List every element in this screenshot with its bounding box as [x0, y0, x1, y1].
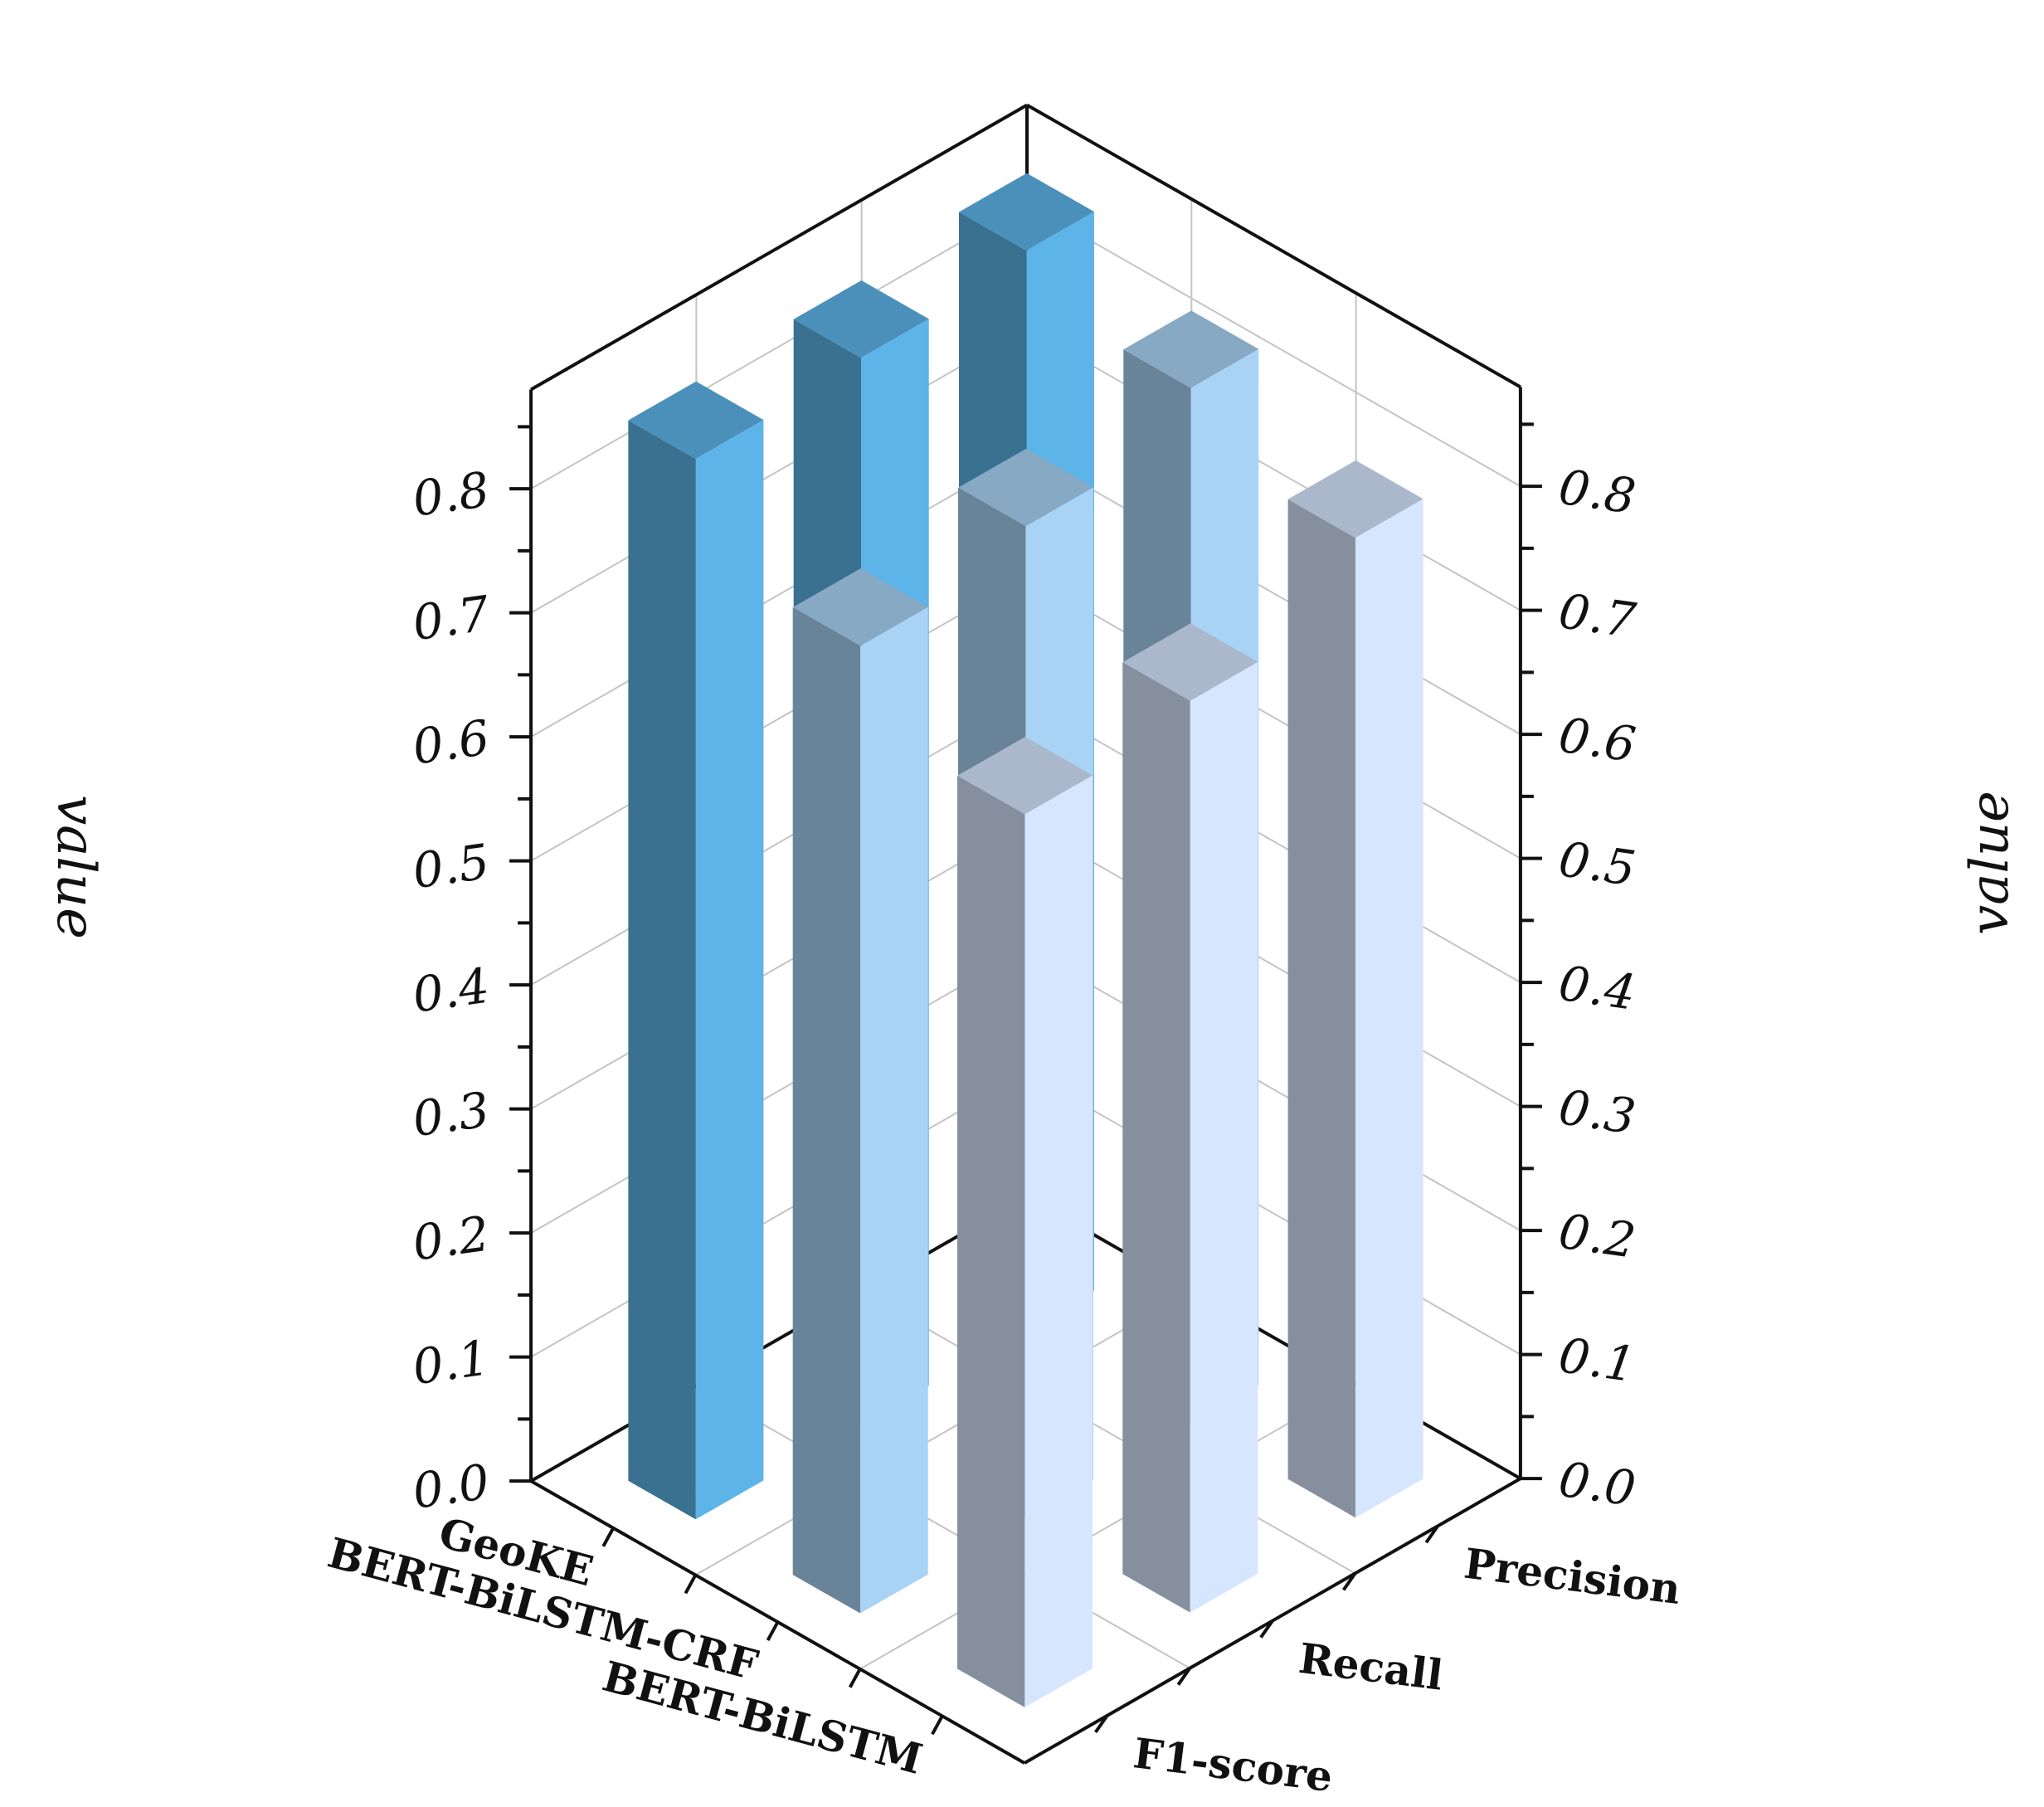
gridline-back-right-wall: [1026, 327, 1521, 611]
value-tick-label-left: 0.6: [409, 709, 493, 776]
category-tick: [684, 1574, 698, 1595]
value-tick-label-right: 0.7: [1555, 582, 1639, 649]
gridline-back-right-wall: [1026, 203, 1521, 487]
gridline-back-right-wall: [1026, 451, 1521, 735]
value-tick-label-right: 0.5: [1555, 830, 1639, 897]
top-edge: [530, 103, 1028, 392]
floor-back-edge: [1026, 1195, 1521, 1480]
gridline-floor: [859, 1383, 1357, 1670]
bar-bert-bilstm-f1-score-left-face: [1024, 775, 1093, 1707]
value-tick-label-right: 0.0: [1555, 1451, 1639, 1517]
bar-geoke-precision-top-face: [958, 173, 1095, 251]
gridline-back-right-wall: [1026, 947, 1521, 1231]
metric-tick: [1341, 1572, 1357, 1591]
value-tick-label-left: 0.4: [409, 957, 493, 1024]
metric-label: Recall: [1296, 1634, 1445, 1700]
category-tick: [931, 1715, 944, 1736]
value-tick-label-left: 0.8: [409, 461, 493, 528]
gridline-back-left-wall: [530, 203, 1028, 489]
value-tick-label-right: 0.8: [1555, 459, 1639, 525]
value-tick-label-left: 0.5: [409, 833, 493, 899]
metric-tick: [1094, 1714, 1109, 1733]
value-tick-label-right: 0.2: [1555, 1203, 1639, 1269]
gridline-back-right-wall: [1026, 1071, 1521, 1356]
metric-tick: [1259, 1619, 1274, 1639]
bar-geoke-recall-top-face: [793, 280, 929, 358]
gridline-back-left-wall: [530, 823, 1028, 1110]
bar-bert-bilstm-precision-left-face: [1355, 499, 1424, 1518]
bar-bert-bilstm-crf-f1-score-right-face: [792, 607, 860, 1614]
category-tick: [766, 1621, 780, 1642]
floor-back-edge: [530, 1195, 1028, 1483]
value-tick-label-left: 0.2: [409, 1205, 493, 1272]
bar-bert-bilstm-crf-precision-top-face: [1123, 310, 1259, 388]
gridline-back-left-wall: [530, 699, 1028, 986]
bar-bert-bilstm-recall-top-face: [1122, 623, 1258, 701]
gridline-back-left-wall: [530, 451, 1028, 738]
bar-geoke-f1-score-right-face: [628, 420, 696, 1520]
value-axis-title-right: value: [1959, 791, 2021, 935]
value-tick-label-left: 0.0: [409, 1454, 493, 1520]
bar-bert-bilstm-f1-score-top-face: [956, 737, 1093, 815]
metric-label: F1-score: [1131, 1728, 1336, 1801]
value-tick-label-left: 0.7: [409, 585, 493, 651]
gridline-back-right-wall: [1026, 823, 1521, 1108]
gridline-back-right-wall: [1026, 699, 1521, 983]
bars-layer: [628, 173, 1424, 1707]
bar-bert-bilstm-crf-f1-score-left-face: [859, 606, 928, 1614]
category-tick: [848, 1668, 862, 1688]
bar-bert-bilstm-f1-score-right-face: [956, 776, 1025, 1707]
bar-geoke-f1-score-top-face: [628, 381, 764, 460]
gridline-back-right-wall: [1026, 575, 1521, 860]
value-axis-title-left: value: [45, 795, 106, 939]
bar-bert-bilstm-precision-top-face: [1287, 460, 1424, 538]
value-tick-label-left: 0.3: [409, 1081, 493, 1147]
bar-bert-bilstm-crf-f1-score-top-face: [792, 568, 928, 646]
bar-bert-bilstm-crf-recall-top-face: [957, 448, 1094, 527]
category-label: BERT-BiLSTM: [597, 1652, 927, 1784]
gridline-floor: [695, 1385, 1190, 1669]
value-tick-label-right: 0.1: [1555, 1327, 1639, 1393]
value-tick-label-left: 0.1: [409, 1329, 493, 1395]
value-tick-label-right: 0.4: [1555, 955, 1639, 1021]
category-tick: [601, 1527, 616, 1547]
value-tick-label-right: 0.6: [1555, 707, 1639, 773]
metric-tick: [1176, 1667, 1191, 1686]
bar-bert-bilstm-recall-right-face: [1122, 662, 1190, 1613]
gridline-floor: [694, 1289, 1192, 1576]
bar-bert-bilstm-precision-right-face: [1287, 499, 1355, 1518]
value-tick-label-right: 0.3: [1555, 1079, 1639, 1145]
bar-geoke-f1-score-left-face: [695, 420, 764, 1520]
bar-bert-bilstm-recall-left-face: [1190, 661, 1258, 1613]
gridline-back-left-wall: [530, 947, 1028, 1234]
gridline-floor: [861, 1290, 1356, 1575]
gridline-back-left-wall: [530, 327, 1028, 614]
gridline-back-left-wall: [530, 1071, 1028, 1358]
top-edge: [1026, 103, 1521, 389]
metric-tick: [1424, 1525, 1439, 1544]
metric-label: Precision: [1462, 1539, 1683, 1614]
gridline-back-left-wall: [530, 575, 1028, 862]
